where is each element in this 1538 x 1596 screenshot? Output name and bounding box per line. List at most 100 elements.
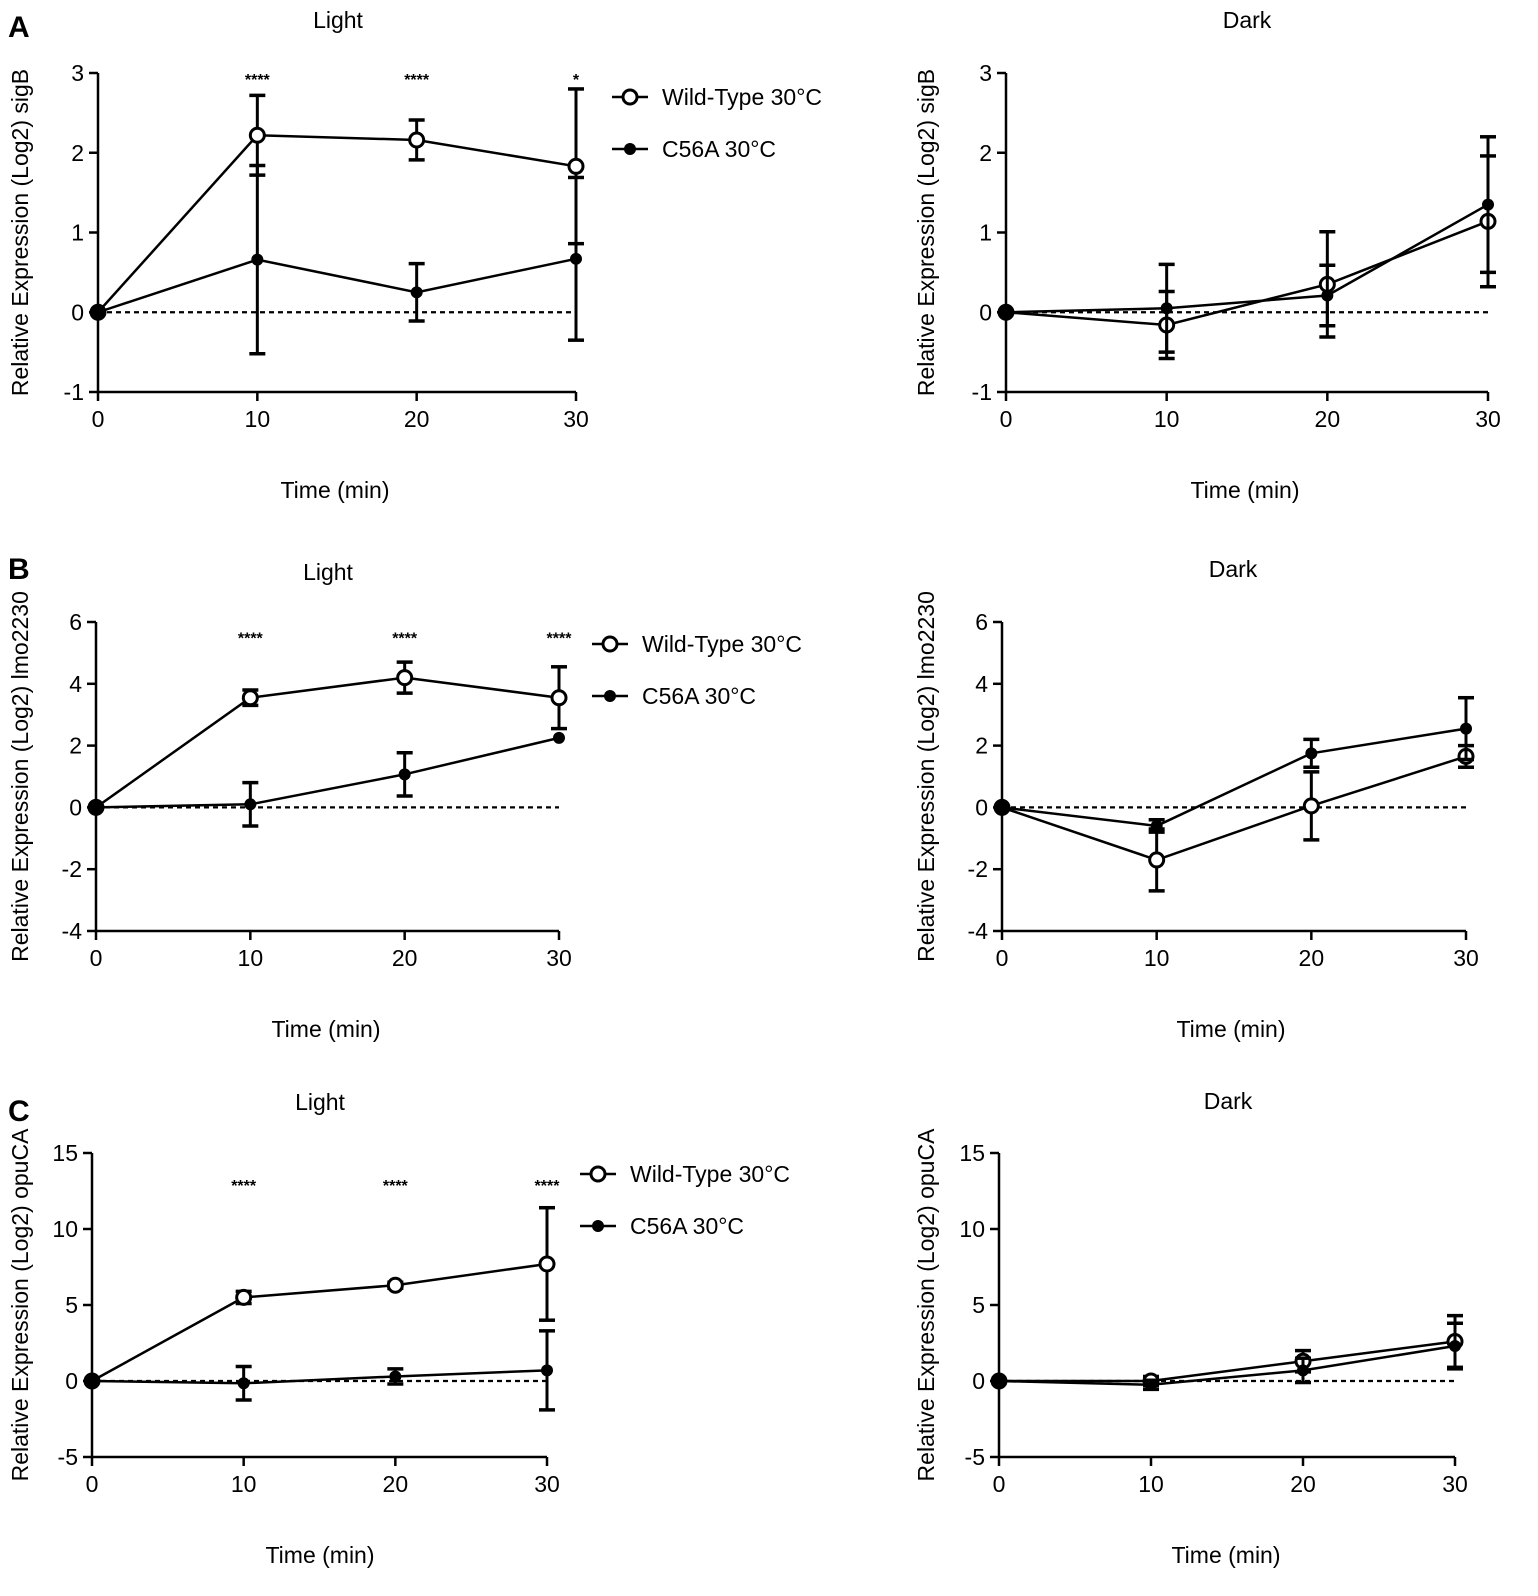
legend-label: C56A 30°C [662,136,776,162]
y-tick-label: -4 [968,918,989,944]
y-tick-label: 4 [69,671,82,697]
x-tick-label: 10 [231,1471,257,1497]
significance-label: **** [404,72,430,89]
x-tick-label: 20 [1299,945,1325,971]
chart-title: Dark [1204,1088,1253,1114]
data-point-filled [1482,198,1494,211]
panel-label-a: A [8,11,30,44]
significance-label: **** [547,631,573,648]
legend-label: Wild-Type 30°C [662,84,822,110]
data-point-filled [553,731,565,744]
series-c56a [996,695,1474,834]
y-tick-label: 0 [69,794,82,820]
significance-label: **** [245,72,271,89]
x-tick-label: 20 [383,1471,409,1497]
data-point-open [550,689,568,707]
y-tick-label: 2 [975,733,988,759]
data-point-open [408,131,426,149]
y-tick-label: 0 [975,794,988,820]
data-point-open [396,669,414,687]
y-tick-label: 1 [979,220,992,246]
x-tick-label: 0 [993,1471,1006,1497]
data-point-filled [90,801,102,814]
x-tick-label: 0 [86,1471,99,1497]
legend: Wild-Type 30°C C56A 30°C [580,1161,790,1239]
y-tick-label: 4 [975,671,988,697]
data-point-filled [1449,1340,1461,1353]
y-tick-label: -2 [62,856,82,882]
x-tick-label: 30 [1442,1471,1468,1497]
x-tick-label: 0 [1000,406,1013,432]
chart-title: Light [295,1089,345,1115]
x-axis-label: Time (min) [271,1016,380,1042]
x-tick-label: 20 [392,945,418,971]
significance-label: **** [392,631,418,648]
x-axis-label: Time (min) [1171,1542,1280,1568]
y-tick-label: 10 [959,1216,985,1242]
data-point-filled [244,798,257,811]
data-point-filled [1460,722,1472,735]
y-tick-label: 1 [71,220,84,246]
y-tick-label: 2 [71,140,84,166]
chart-title: Dark [1209,556,1258,582]
series-line [97,257,577,314]
x-tick-label: 30 [546,945,572,971]
x-tick-label: 20 [1290,1471,1316,1497]
data-point-filled [570,252,582,265]
y-tick-label: 5 [972,1292,985,1318]
y-tick-label: 0 [979,299,992,325]
y-axis-label: Relative Expression (Log2) lmo2230 [7,591,33,962]
y-tick-label: 3 [71,60,84,86]
legend-marker-open [589,1165,607,1183]
y-tick-label: 10 [52,1216,78,1242]
y-axis-label: Relative Expression (Log2) sigB [913,69,939,396]
data-point-filled [1000,306,1012,319]
y-axis-label: Relative Expression (Log2) opuCA [7,1128,33,1482]
chart-c-dark: Dark -5 0 5 10 15 0 10 20 30 Time (min) Relative Ex… [913,1088,1468,1568]
y-tick-label: 2 [979,140,992,166]
data-point-filled [237,1377,250,1390]
chart-b-dark: Dark -4 -2 0 2 4 6 0 10 20 30 Time (min) Relative Ex… [913,556,1479,1042]
chart-title: Light [313,7,363,33]
series-line [1005,220,1489,327]
series-c56a [92,163,584,356]
chart-c-light: Light -5 0 5 10 15 0 10 20 30 Time (min) Relative E… [7,1089,790,1568]
data-point-filled [1297,1364,1309,1377]
series-line [95,736,560,809]
legend-marker-open [601,635,619,653]
significance-label: **** [535,1178,561,1195]
x-tick-label: 0 [90,945,103,971]
y-tick-label: 6 [69,609,82,635]
series-line [998,1344,1456,1387]
series-c56a [86,1329,555,1412]
data-point-filled [410,286,423,299]
y-tick-label: 3 [979,60,992,86]
legend-label: C56A 30°C [642,683,756,709]
data-point-filled [1145,1378,1157,1391]
y-tick-label: -5 [965,1444,985,1470]
series-line [999,1340,1456,1383]
legend-marker-filled [592,1220,604,1232]
x-tick-label: 0 [996,945,1009,971]
y-tick-label: 15 [959,1140,985,1166]
data-point-filled [541,1364,553,1377]
data-point-open [538,1255,556,1273]
x-tick-label: 30 [534,1471,560,1497]
x-tick-label: 30 [1475,406,1501,432]
y-tick-label: -4 [62,918,83,944]
chart-title: Dark [1223,7,1272,33]
data-point-open [1148,851,1166,869]
y-tick-label: -1 [972,379,992,405]
series-line [91,1262,548,1383]
data-point-filled [1160,302,1173,315]
chart-title: Light [303,559,353,585]
panel-label-c: C [8,1095,30,1128]
series-line [95,676,560,809]
data-point-filled [993,1375,1005,1387]
y-tick-label: 6 [975,609,988,635]
data-point-open [386,1276,404,1294]
